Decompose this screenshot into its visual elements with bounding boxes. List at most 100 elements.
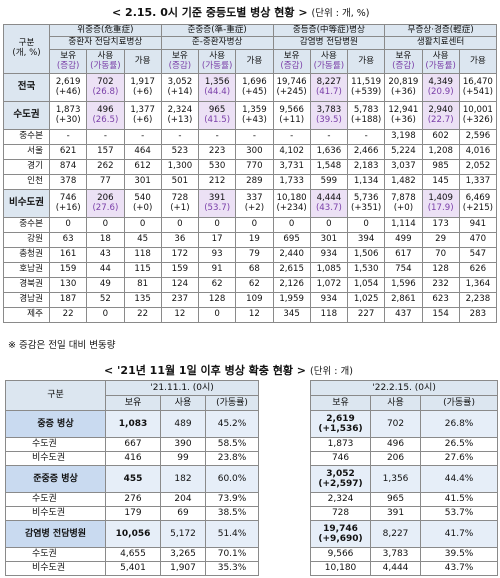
cell: 22 <box>48 307 88 323</box>
cell-text: 51.4% <box>217 528 247 539</box>
cell-line: 3,783 <box>316 104 342 115</box>
gap <box>258 547 311 562</box>
cell: 0 <box>197 307 237 323</box>
cell-line: (+1,536) <box>318 424 363 434</box>
cell: 0 <box>309 217 349 233</box>
cell-text: 2,615 <box>279 264 304 275</box>
cell: 0 <box>48 217 88 233</box>
cell-text: 390 <box>174 439 192 450</box>
cell-text: 154 <box>432 309 449 320</box>
cell-text: 934 <box>320 294 338 305</box>
cell-text: 수도권 <box>32 494 57 505</box>
cell: 1,959 <box>272 292 311 308</box>
cell-line: 가용 <box>246 55 263 66</box>
cell: 1,134 <box>346 174 386 190</box>
row-label: 수도권 <box>3 101 50 130</box>
cell: 617 <box>384 247 423 263</box>
column-header: 사용 (가동률) <box>197 49 237 74</box>
title: < 2.15. 0시 기준 중등도별 병상 현황 > (단위 : 개, %) <box>112 4 370 20</box>
cell-text: 29 <box>435 234 447 245</box>
cell-line: (17.9) <box>427 202 454 213</box>
cell: 8,227 <box>370 520 422 548</box>
cell-text: 695 <box>283 234 300 245</box>
cell-text: 경기 <box>27 161 43 172</box>
cell-text: 중증 병상 <box>37 418 74 429</box>
cell-text: 1,134 <box>353 176 379 187</box>
cell: 232 <box>421 277 460 293</box>
cell: 1,356 <box>370 465 422 493</box>
cell-text: 5,401 <box>120 563 146 574</box>
cell: 501 <box>160 174 200 190</box>
cell: 437 <box>384 307 423 323</box>
cell-text: 206 <box>386 453 405 464</box>
cell-line: 2,940 <box>428 104 453 115</box>
cell: 128 <box>421 262 460 278</box>
cell-text: 8,227 <box>382 528 409 539</box>
cell: 12 <box>235 307 274 323</box>
cell-line: 보유 <box>283 50 300 61</box>
cell: 159 <box>48 262 88 278</box>
cell-line: 3,052 <box>326 468 355 479</box>
cell-text: 81 <box>137 279 149 290</box>
cell-text: 728 <box>331 508 350 519</box>
cell-text: 38.5% <box>217 508 247 519</box>
cell-text: 1,054 <box>353 279 379 290</box>
cell-text: 118 <box>134 249 151 260</box>
row-label: 비수도권 <box>3 189 50 218</box>
cell-text: 비수도권 <box>32 508 66 519</box>
cell: 602 <box>421 129 460 145</box>
cell: 455 <box>105 465 161 493</box>
gap <box>258 492 311 507</box>
cell: 728 (+1) <box>160 189 200 218</box>
cell: 0 <box>272 217 311 233</box>
cell: 79 <box>235 247 274 263</box>
cell-line: (+188) <box>350 114 382 125</box>
cell-text: 10,180 <box>324 563 357 574</box>
cell-text: 70 <box>435 249 447 260</box>
cell: 35.3% <box>204 561 260 576</box>
cell: 10,180 (+234) <box>272 189 311 218</box>
cell: 301 <box>309 232 349 248</box>
cell: 667 <box>105 437 161 452</box>
cell-line: (26.8) <box>92 86 119 97</box>
cell-text: 283 <box>469 309 487 320</box>
cell: 19,746 (+245) <box>272 73 311 102</box>
cell-line: 사용 <box>209 50 226 61</box>
cell-text: 44.4% <box>444 473 474 484</box>
cell-text: 3,731 <box>279 161 304 172</box>
cell: 1,482 <box>384 174 423 190</box>
cell-text: 667 <box>124 439 142 450</box>
cell-text: 289 <box>246 176 263 187</box>
row-label: 수도권 <box>5 492 106 507</box>
cell: 41.5% <box>420 492 499 507</box>
cell-line: (증감) <box>280 60 303 71</box>
title-text: < 2.15. 0시 기준 중등도별 병상 현황 > <box>112 6 308 19</box>
cell-line: (증감) <box>392 60 415 71</box>
cell-text: 비수도권 <box>9 197 44 209</box>
row-label: 경남권 <box>3 292 50 308</box>
cell-text: 사용 <box>387 397 404 408</box>
cell-text: 109 <box>246 294 263 305</box>
unit: (단위 : 개, %) <box>311 8 370 19</box>
cell: 2,238 <box>458 292 498 308</box>
cell-text: 제주 <box>27 309 43 320</box>
total-row: 비수도권 746 (+16) 206 (27.6) 540 (+0) 728 (+1) 391 (5… <box>3 189 498 218</box>
cell-line: (+16) <box>55 202 81 213</box>
column-header: 보유 (증감) <box>384 49 423 74</box>
cell: 300 <box>235 144 274 160</box>
cell-line: 1,873 <box>55 104 81 115</box>
cell: 2,861 <box>384 292 423 308</box>
gap <box>258 561 311 576</box>
cell: 36 <box>160 232 200 248</box>
cell-text: - <box>290 131 294 142</box>
cell: 8,227 (41.7) <box>309 73 349 102</box>
cell-text: 수도권 <box>32 439 57 450</box>
cell: 17 <box>197 232 237 248</box>
row-label: 서울 <box>3 144 50 160</box>
header-row: 보유 사용 (가동률) 보유 사용 (가동률) <box>6 395 499 411</box>
cell: 391 (53.7) <box>197 189 237 218</box>
cell-line: (가동률) <box>201 60 233 71</box>
group-header: 무증상·경증(輕症) <box>384 24 497 37</box>
row-label: 호남권 <box>3 262 50 278</box>
cell: 6,469 (+215) <box>458 189 498 218</box>
